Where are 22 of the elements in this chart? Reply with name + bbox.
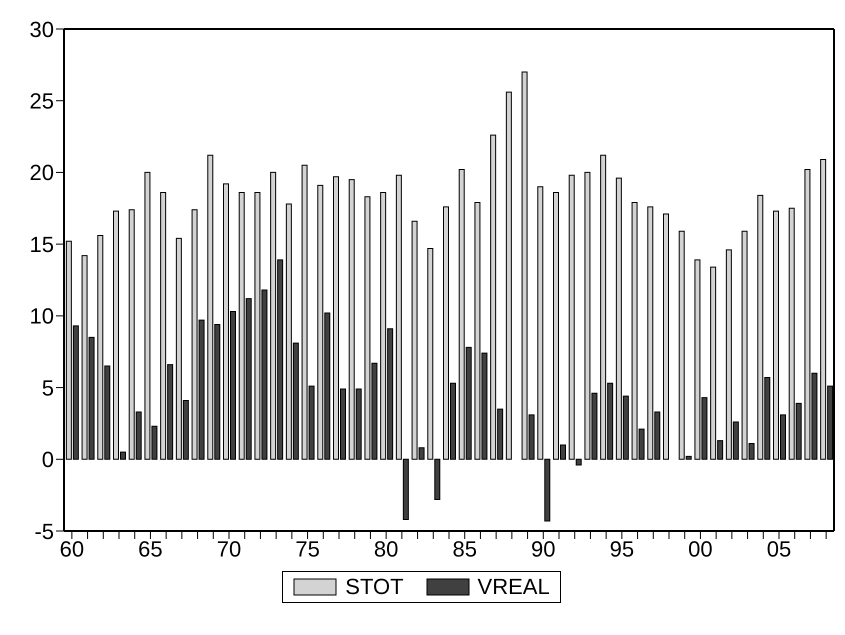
- y-tick-label: 25: [30, 88, 54, 114]
- y-tick-label: 10: [30, 304, 54, 329]
- x-tick-label: 75: [295, 536, 320, 562]
- x-tick-label: 60: [60, 536, 84, 562]
- bar: [663, 214, 669, 460]
- y-tick-label: 0: [42, 447, 54, 472]
- x-tick-label: 70: [216, 536, 242, 562]
- y-tick-label: 5: [42, 375, 54, 400]
- y-tick-label: 15: [30, 232, 54, 257]
- x-tick-label: 65: [138, 536, 163, 562]
- x-tick-label: 90: [531, 536, 556, 562]
- y-tick-label: -5: [34, 518, 54, 544]
- legend-label: VREAL: [478, 574, 550, 600]
- x-tick-label: 85: [452, 536, 477, 562]
- legend-label: STOT: [345, 574, 404, 600]
- y-tick-label: 20: [30, 160, 54, 186]
- x-tick-label: 80: [374, 536, 398, 562]
- y-tick-label: 30: [30, 16, 54, 42]
- bar: [506, 92, 512, 460]
- x-tick-label: 00: [688, 536, 713, 562]
- x-tick-label: 05: [766, 536, 792, 562]
- x-tick-label: 95: [610, 536, 634, 562]
